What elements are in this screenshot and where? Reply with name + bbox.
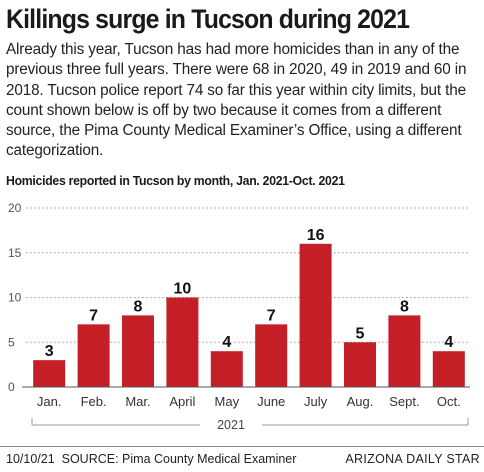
footer-credit: ARIZONA DAILY STAR (345, 452, 480, 466)
bar (33, 360, 66, 387)
x-tick-label: July (304, 394, 328, 409)
footer-date: 10/10/21 (6, 452, 55, 466)
bar-value-label: 7 (267, 307, 276, 324)
y-tick-label: 15 (8, 246, 22, 260)
x-tick-label: April (169, 394, 195, 409)
bar-value-label: 4 (444, 334, 453, 351)
x-group-label: 2021 (217, 418, 245, 432)
footer-source: SOURCE: Pima County Medical Examiner (61, 452, 297, 466)
x-tick-label: Mar. (125, 394, 150, 409)
x-tick-label: Jan. (37, 394, 62, 409)
bar (255, 324, 288, 387)
bar (388, 315, 421, 387)
x-tick-label: Oct. (437, 394, 461, 409)
y-tick-label: 20 (8, 201, 22, 215)
x-tick-label: June (257, 394, 285, 409)
bar (77, 324, 110, 387)
x-tick-label: Feb. (81, 394, 107, 409)
bar-value-label: 3 (45, 343, 54, 360)
bar-chart: 0 5 10 15 20 3 Jan. 7 Feb. 8 Mar. 10 April 4 May 7 June 1… (8, 201, 470, 432)
y-tick-label: 10 (8, 291, 22, 305)
bar (210, 351, 243, 387)
bar (166, 297, 199, 387)
bar (344, 342, 376, 387)
y-tick-label: 0 (8, 380, 15, 394)
bar-value-label: 16 (307, 227, 325, 244)
bar-value-label: 8 (400, 298, 409, 315)
bar-value-label: 10 (174, 281, 192, 298)
headline: Killings surge in Tucson during 2021 (6, 4, 410, 34)
bar-value-label: 8 (134, 298, 143, 315)
bar-value-label: 4 (222, 334, 231, 351)
x-tick-label: Sept. (389, 394, 419, 409)
footer-divider (0, 446, 484, 447)
chart-title: Homicides reported in Tucson by month, J… (6, 173, 345, 188)
bar (122, 315, 154, 387)
bar (432, 351, 465, 387)
x-tick-label: May (215, 394, 240, 409)
bar-value-label: 7 (89, 307, 98, 324)
footer-source-line: 10/10/21 SOURCE: Pima County Medical Exa… (6, 452, 296, 466)
y-tick-label: 5 (8, 335, 15, 349)
bar-value-label: 5 (356, 325, 365, 342)
bar (299, 243, 332, 387)
intro-text: Already this year, Tucson has had more h… (6, 41, 467, 160)
x-tick-label: Aug. (347, 394, 374, 409)
